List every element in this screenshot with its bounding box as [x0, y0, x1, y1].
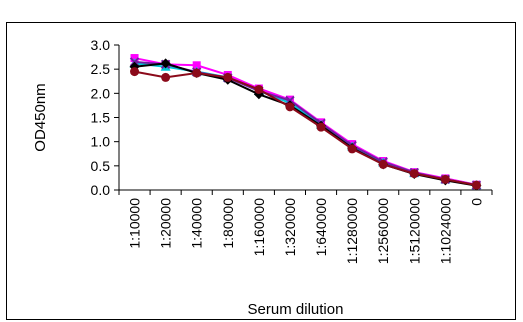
y-tick-label: 1.0	[91, 134, 111, 150]
series-line	[134, 62, 477, 187]
data-point	[192, 68, 202, 78]
data-point	[285, 102, 295, 112]
data-point	[378, 159, 388, 169]
series-line	[134, 70, 477, 187]
data-point	[130, 67, 140, 77]
data-point	[471, 180, 481, 190]
x-axis-ticks: 1:10000 1:20000 1:40000 1:80000 1:160000 1:32…	[118, 190, 493, 264]
x-tick-label: 1:10000	[127, 198, 143, 249]
x-tick-label: 1:640000	[313, 198, 329, 257]
series-3	[129, 57, 482, 190]
series-2	[129, 58, 482, 190]
series-line	[134, 57, 477, 186]
x-tick-label: 1:5120000	[406, 198, 422, 264]
data-point	[130, 54, 139, 63]
x-tick-label: 1:160000	[251, 198, 267, 257]
x-tick-label: 1:2560000	[375, 198, 391, 264]
series-5	[130, 67, 481, 190]
data-point	[161, 72, 171, 82]
data-point	[409, 169, 419, 179]
x-tick-label: 1:20000	[158, 198, 174, 249]
x-tick-label: 1:80000	[220, 198, 236, 249]
y-tick-label: 0.5	[91, 158, 111, 174]
x-tick-label: 1:40000	[189, 198, 205, 249]
data-point	[347, 144, 357, 154]
data-point	[254, 84, 264, 94]
axes	[118, 45, 492, 191]
series-group	[129, 54, 482, 191]
y-tick-label: 2.5	[91, 61, 111, 77]
data-point	[192, 61, 201, 70]
data-point	[440, 174, 450, 184]
y-tick-label: 3.0	[91, 37, 111, 53]
series-4	[129, 58, 482, 191]
y-axis-ticks: 3.0 2.5 2.0 1.5 1.0 0.5 0.0	[91, 37, 119, 198]
x-tick-label: 0	[468, 198, 484, 206]
data-point	[223, 72, 233, 82]
y-tick-label: 0.0	[91, 182, 111, 198]
data-point	[316, 122, 326, 132]
series-line	[134, 62, 477, 187]
x-tick-label: 1:320000	[282, 198, 298, 257]
y-tick-label: 2.0	[91, 85, 111, 101]
y-axis-title: OD450nm	[32, 83, 49, 151]
y-tick-label: 1.5	[91, 110, 111, 126]
x-axis-title: Serum dilution	[248, 301, 344, 318]
x-tick-label: 1:1024000	[437, 198, 453, 264]
data-point	[160, 58, 171, 69]
x-tick-label: 1:1280000	[344, 198, 360, 264]
chart-frame	[6, 22, 516, 320]
series-line	[134, 60, 477, 187]
